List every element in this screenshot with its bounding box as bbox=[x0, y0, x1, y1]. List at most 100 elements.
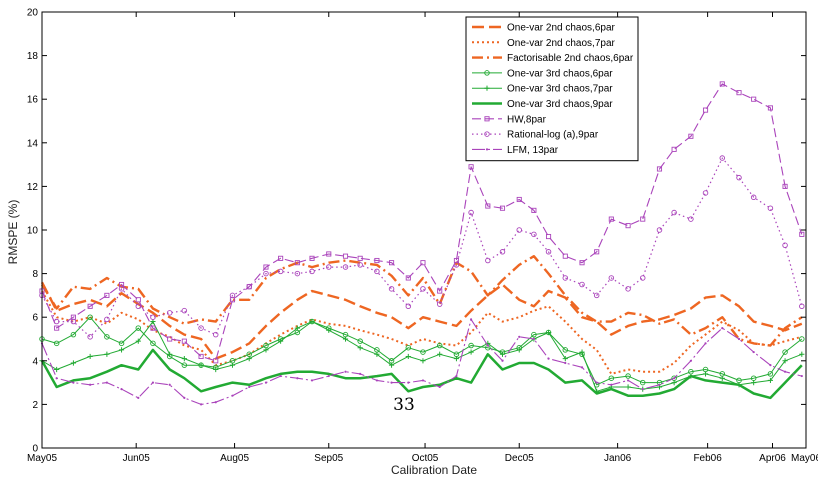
data-point bbox=[782, 242, 788, 249]
data-point bbox=[579, 349, 585, 355]
legend-label: One-var 3rd chaos,7par bbox=[507, 84, 613, 95]
data-point bbox=[545, 233, 552, 240]
data-point bbox=[704, 342, 707, 345]
data-point bbox=[640, 216, 646, 222]
data-point bbox=[135, 297, 141, 303]
series-group bbox=[39, 318, 805, 394]
data-point bbox=[564, 361, 567, 365]
data-point bbox=[213, 358, 219, 364]
y-tick-label: 20 bbox=[27, 8, 39, 19]
data-point bbox=[375, 379, 379, 382]
data-point bbox=[437, 288, 443, 294]
data-point bbox=[516, 227, 522, 233]
data-point bbox=[673, 377, 676, 380]
data-point bbox=[437, 351, 443, 357]
x-tick-label: Jan06 bbox=[604, 453, 632, 464]
data-point bbox=[374, 351, 380, 357]
data-point bbox=[389, 260, 395, 266]
legend-item: LFM, 13par bbox=[472, 145, 559, 156]
legend-item: One-var 3rd chaos,7par bbox=[472, 84, 613, 95]
series-group bbox=[40, 281, 803, 360]
data-point bbox=[719, 375, 725, 381]
data-point bbox=[388, 286, 395, 292]
data-point bbox=[405, 275, 411, 281]
data-point bbox=[327, 374, 330, 378]
data-point bbox=[469, 318, 473, 321]
data-point bbox=[309, 255, 315, 261]
data-point bbox=[421, 379, 425, 382]
y-tick-label: 2 bbox=[32, 400, 38, 411]
data-point bbox=[438, 385, 441, 389]
data-point bbox=[593, 292, 600, 299]
data-point bbox=[326, 327, 332, 333]
y-tick-label: 12 bbox=[27, 182, 39, 193]
data-point bbox=[671, 380, 677, 386]
data-point bbox=[87, 314, 93, 320]
legend-marker bbox=[485, 148, 489, 151]
data-point bbox=[485, 257, 491, 264]
data-point bbox=[135, 325, 142, 331]
data-point bbox=[468, 342, 474, 349]
data-point bbox=[625, 223, 631, 229]
data-point bbox=[737, 337, 741, 341]
series-line bbox=[40, 255, 803, 347]
data-point bbox=[580, 366, 584, 369]
data-point bbox=[436, 342, 443, 349]
series-group bbox=[40, 255, 803, 347]
x-tick-label: Jun05 bbox=[123, 453, 151, 464]
data-point bbox=[407, 381, 410, 384]
data-point bbox=[562, 275, 569, 281]
data-point bbox=[390, 381, 393, 384]
data-point bbox=[213, 366, 219, 373]
data-point bbox=[374, 268, 380, 275]
data-point bbox=[87, 334, 93, 340]
y-tick-label: 4 bbox=[32, 356, 38, 367]
data-point bbox=[420, 358, 426, 364]
data-point bbox=[263, 270, 269, 277]
data-point bbox=[420, 286, 426, 292]
data-point bbox=[212, 331, 219, 338]
data-point bbox=[532, 337, 535, 341]
legend-marker bbox=[484, 70, 490, 76]
data-point bbox=[782, 349, 788, 355]
data-point bbox=[104, 292, 110, 298]
legend-label: One-var 3rd chaos,9par bbox=[507, 99, 613, 110]
data-point bbox=[486, 344, 489, 347]
legend-item: One-var 3rd chaos,6par bbox=[472, 68, 613, 79]
data-point bbox=[294, 270, 301, 277]
legend-label: Factorisable 2nd chaos,6par bbox=[507, 53, 634, 64]
data-point bbox=[608, 216, 614, 222]
data-point bbox=[516, 347, 522, 353]
data-point bbox=[485, 203, 491, 209]
data-point bbox=[167, 336, 173, 342]
data-point bbox=[248, 385, 251, 389]
legend-label: HW,8par bbox=[507, 114, 547, 125]
data-point bbox=[359, 372, 362, 375]
x-tick-label: Dec05 bbox=[505, 453, 534, 464]
legend: One-var 2nd chaos,6par One-var 2nd chaos,… bbox=[465, 16, 639, 162]
data-point bbox=[326, 251, 332, 257]
data-point bbox=[608, 275, 615, 281]
x-tick-label: Apr06 bbox=[759, 453, 786, 464]
data-point bbox=[658, 383, 661, 386]
data-point bbox=[388, 362, 395, 368]
data-point bbox=[671, 146, 677, 152]
legend-item: One-var 2nd chaos,7par bbox=[472, 38, 616, 49]
series-group bbox=[40, 318, 803, 406]
data-point bbox=[767, 205, 774, 211]
data-point bbox=[799, 303, 805, 310]
data-point bbox=[767, 371, 774, 377]
data-point bbox=[689, 359, 692, 362]
axes-layer: 0 2 4 6 8 10 12 14 16 18 20 May05 Jun05 Aug05 Sep05 Oct… bbox=[27, 8, 818, 465]
data-point bbox=[374, 257, 380, 264]
data-point bbox=[688, 216, 694, 222]
data-point bbox=[625, 286, 631, 292]
data-point bbox=[166, 310, 173, 316]
data-point bbox=[357, 262, 363, 268]
data-point bbox=[135, 303, 142, 310]
data-point bbox=[595, 381, 598, 384]
data-point bbox=[53, 318, 60, 325]
data-point bbox=[453, 262, 460, 268]
data-point bbox=[199, 403, 203, 406]
